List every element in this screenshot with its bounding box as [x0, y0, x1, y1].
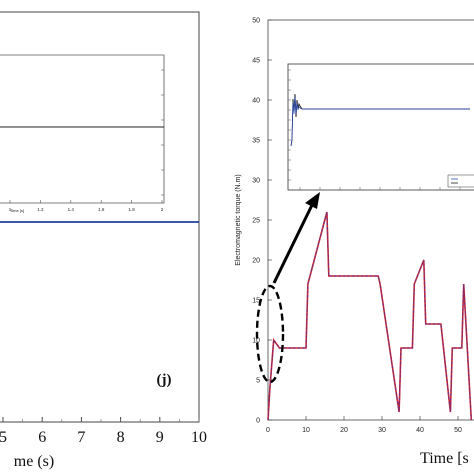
right-x-tick-label: 30	[378, 427, 386, 434]
right-x-tick-label: 50	[454, 427, 462, 434]
left-inset-x-tick-label: 1.2	[37, 207, 44, 212]
left-inset-x-tick-label: 1	[9, 207, 12, 212]
left-axes-frame	[0, 11, 200, 423]
left-panel: 5 6 7 8 9 10 (j) me (s) 1 1.2 1.4 1.6 1.8 2 Time […	[0, 11, 207, 470]
right-x-tick-label: 0	[266, 427, 270, 434]
right-inset-ticks	[288, 69, 461, 190]
right-y-tick-label: 5	[256, 378, 260, 385]
right-x-tick-label: 10	[302, 427, 310, 434]
right-y-tick-label: 10	[252, 338, 260, 345]
right-y-tick-label: 45	[252, 58, 260, 65]
left-x-axis-label: me (s)	[14, 453, 54, 470]
right-y-axis-label: Electromagnetic torque (N.m)	[235, 174, 242, 265]
right-x-tick-label: 20	[340, 427, 348, 434]
left-x-tick-label: 9	[156, 429, 164, 446]
torque-reference-line	[267, 211, 473, 421]
left-inset-x-tick-label: 1.4	[68, 207, 75, 212]
right-y-tick-label: 50	[252, 18, 260, 25]
right-panel: 0 5 10 15 20 25 30 35 40 45 50 0 10 20 30 40 50 Electro…	[235, 18, 474, 467]
right-y-tick-label: 30	[252, 178, 260, 185]
right-y-tick-label: 25	[252, 218, 260, 225]
right-y-tick-label: 40	[252, 98, 260, 105]
panel-label: (j)	[157, 372, 172, 388]
zoom-arrow	[272, 202, 315, 284]
left-inset: 1 1.2 1.4 1.6 1.8 2 Time [s]	[0, 54, 165, 213]
left-inset-frame	[0, 54, 165, 204]
left-x-tick-label: 6	[38, 429, 46, 446]
zoom-arrowhead	[305, 192, 320, 209]
right-y-tick-label: 20	[252, 258, 260, 265]
right-x-axis-label: Time [s	[420, 450, 469, 467]
zoom-region-ellipse	[255, 284, 285, 384]
left-x-tick-label: 5	[0, 429, 7, 446]
right-inset-legend	[447, 174, 474, 188]
left-x-ticks: 5 6 7 8 9 10	[0, 417, 207, 446]
right-x-tick-label: 40	[416, 427, 424, 434]
left-inset-x-tick-label: 1.6	[98, 207, 105, 212]
right-y-tick-label: 35	[252, 138, 260, 145]
left-x-tick-label: 7	[77, 429, 85, 446]
right-inset-frame	[287, 63, 474, 191]
left-x-tick-label: 10	[191, 429, 207, 446]
left-inset-ticks: 1 1.2 1.4 1.6 1.8 2	[9, 69, 164, 212]
right-y-ticks: 0 5 10 15 20 25 30 35 40 45 50	[252, 18, 272, 425]
right-y-tick-label: 0	[256, 418, 260, 425]
right-inset	[287, 63, 474, 191]
left-x-tick-label: 8	[117, 429, 125, 446]
right-inset-reference-line	[290, 96, 470, 147]
left-inset-x-axis-label: Time [s]	[10, 208, 24, 213]
torque-series-line	[267, 211, 472, 421]
right-y-tick-label: 15	[252, 298, 260, 305]
right-x-ticks: 0 10 20 30 40 50	[266, 416, 462, 434]
left-inset-x-tick-label: 1.8	[128, 207, 135, 212]
left-inset-x-tick-label: 2	[161, 207, 164, 212]
